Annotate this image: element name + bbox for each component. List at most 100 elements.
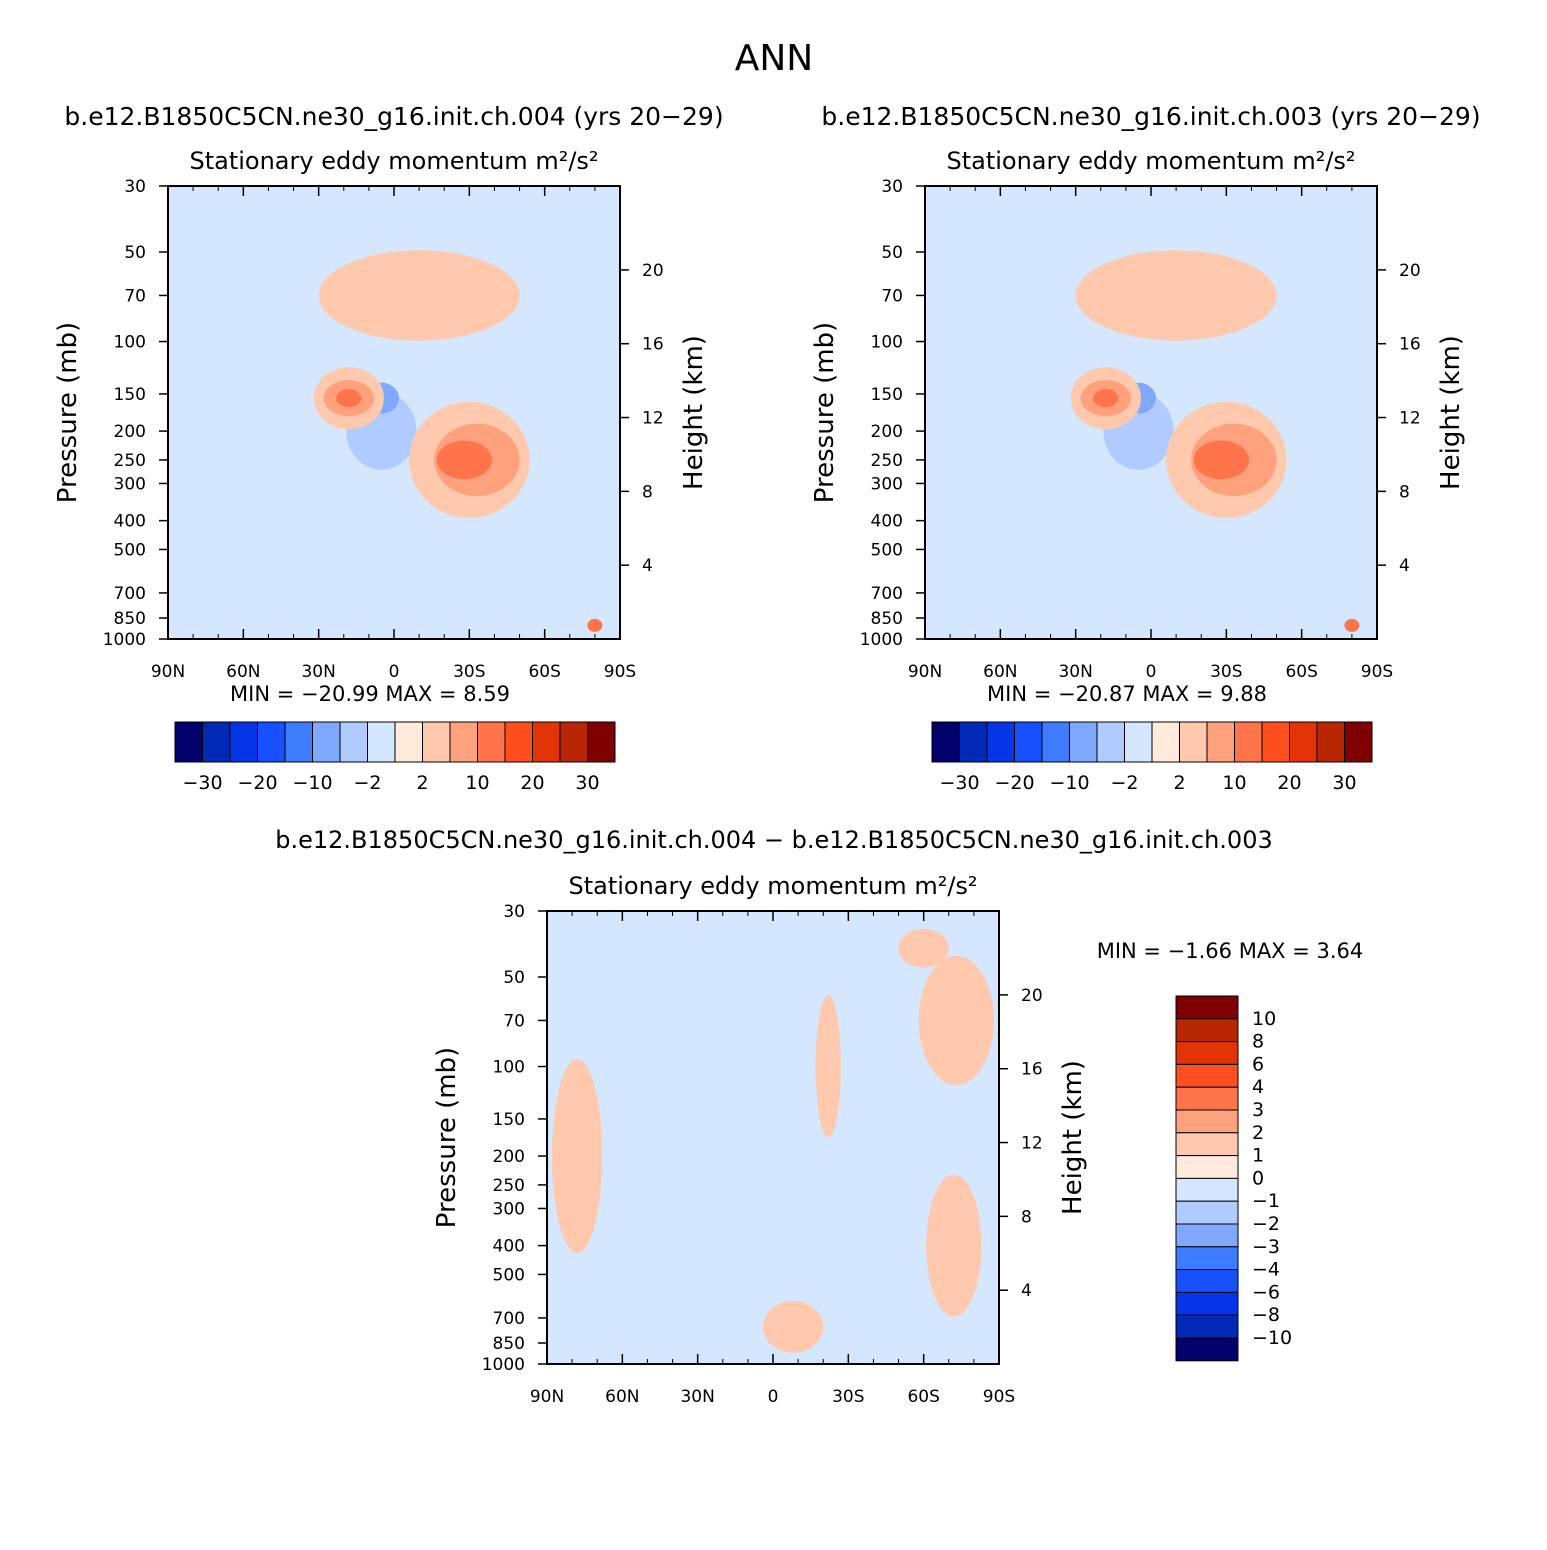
colorbar-label: −30 — [182, 772, 222, 794]
colorbar-swatch — [477, 721, 506, 763]
y-right-tick-label: 8 — [1021, 1207, 1032, 1227]
x-tick-label: 60N — [983, 662, 1017, 682]
y-tick-label: 30 — [881, 177, 903, 197]
colorbar-swatch — [1175, 1041, 1239, 1065]
y-tick-label: 200 — [871, 422, 903, 442]
y-right-tick-label: 12 — [1399, 409, 1421, 429]
plot-title: Stationary eddy momentum m²/s² — [568, 872, 977, 900]
contour-region — [1075, 250, 1277, 341]
colorbar-label: 20 — [520, 772, 544, 794]
colorbar-label: 10 — [465, 772, 489, 794]
x-tick-label: 0 — [1146, 662, 1157, 682]
colorbar-label: −2 — [1110, 772, 1138, 794]
colorbar-swatch — [1179, 721, 1208, 763]
y-axis-label: Pressure (mb) — [810, 322, 840, 503]
colorbar: −30 −20 −10 −2 2 10 20 30 — [931, 721, 1373, 794]
colorbar-label: −2 — [1252, 1213, 1280, 1235]
x-tick-label: 0 — [768, 1387, 779, 1407]
colorbar-swatch — [504, 721, 533, 763]
contour-region — [700, 1102, 721, 1168]
colorbar-swatch — [1175, 1314, 1239, 1339]
colorbar-swatch — [559, 721, 588, 763]
panels-group: b.e12.B1850C5CN.ne30_g16.init.ch.004 (yr… — [53, 102, 1481, 1407]
x-tick-label: 30S — [453, 662, 485, 682]
min-max-stats: MIN = −20.99 MAX = 8.59 — [230, 682, 510, 706]
colorbar-swatch — [1344, 721, 1373, 763]
contour-region — [815, 995, 841, 1138]
y-tick-label: 500 — [871, 540, 903, 560]
background-band — [547, 911, 999, 1364]
contour-region — [587, 618, 603, 632]
y-right-tick-label: 16 — [1399, 335, 1421, 355]
contour-region — [778, 1112, 794, 1126]
colorbar-swatch — [986, 721, 1015, 763]
y-right-axis-label: Height (km) — [1058, 1060, 1088, 1215]
y-right-tick-label: 20 — [1021, 986, 1043, 1006]
colorbar-swatch — [1175, 1018, 1239, 1043]
y-tick-label: 500 — [114, 540, 146, 560]
figure-title: ANN — [735, 38, 814, 79]
contour-field — [168, 186, 620, 639]
x-tick-label: 30S — [1210, 662, 1242, 682]
x-tick-label: 60S — [528, 662, 560, 682]
y-right-tick-label: 4 — [642, 556, 653, 576]
contour-region — [926, 1174, 982, 1317]
colorbar-swatch — [1069, 721, 1098, 763]
colorbar-label: −2 — [353, 772, 381, 794]
contour-region — [762, 1300, 824, 1353]
colorbar-swatch — [1096, 721, 1125, 763]
y-right-tick-label: 12 — [1021, 1134, 1043, 1154]
y-tick-label: 1000 — [482, 1355, 525, 1375]
colorbar-label: −10 — [1252, 1327, 1292, 1349]
contour-region — [436, 440, 492, 480]
colorbar-swatch — [1206, 721, 1235, 763]
y-tick-label: 300 — [871, 474, 903, 494]
y-right-tick-label: 8 — [642, 482, 653, 502]
contour-region — [318, 250, 520, 341]
colorbar-swatch — [587, 721, 616, 763]
colorbar-swatch — [339, 721, 368, 763]
y-right-axis-label: Height (km) — [679, 335, 709, 490]
colorbar-label: 20 — [1277, 772, 1301, 794]
y-tick-label: 400 — [114, 512, 146, 532]
y-axis-label: Pressure (mb) — [432, 1047, 462, 1228]
panel-3: Stationary eddy momentum m²/s² 90N 60N 30N 0… — [432, 872, 1363, 1407]
colorbar-swatch — [1261, 721, 1290, 763]
colorbar-swatch — [1175, 1269, 1239, 1293]
y-tick-label: 700 — [871, 584, 903, 604]
colorbar-swatch — [1175, 1109, 1239, 1134]
y-tick-label: 150 — [871, 385, 903, 405]
colorbar-swatch — [1175, 1177, 1239, 1202]
y-tick-label: 100 — [114, 333, 146, 353]
y-right-tick-label: 20 — [642, 261, 664, 281]
colorbar-label: 8 — [1252, 1031, 1264, 1053]
x-tick-label: 90S — [1361, 662, 1393, 682]
colorbar-swatch — [1124, 721, 1153, 763]
min-max-stats: MIN = −1.66 MAX = 3.64 — [1097, 939, 1364, 963]
colorbar-label: −4 — [1252, 1259, 1280, 1281]
y-right-tick-label: 16 — [642, 335, 664, 355]
colorbar-swatch — [959, 721, 988, 763]
colorbar-swatch — [1316, 721, 1345, 763]
y-tick-label: 850 — [114, 609, 146, 629]
contour-region — [1027, 448, 1049, 501]
y-tick-label: 1000 — [860, 630, 903, 650]
x-tick-label: 30N — [680, 1387, 714, 1407]
contour-region — [918, 955, 994, 1086]
colorbar-label: 2 — [1173, 772, 1185, 794]
y-tick-label: 700 — [493, 1309, 525, 1329]
x-tick-label: 0 — [389, 662, 400, 682]
colorbar-label: −30 — [939, 772, 979, 794]
colorbar-swatch — [532, 721, 561, 763]
colorbar-swatch — [1175, 1200, 1239, 1225]
x-tick-label: 90N — [908, 662, 942, 682]
y-tick-label: 400 — [493, 1237, 525, 1257]
x-tick-label: 60N — [226, 662, 260, 682]
y-tick-label: 70 — [881, 286, 903, 306]
contour-field — [925, 186, 1377, 639]
plot-title: Stationary eddy momentum m²/s² — [946, 147, 1355, 175]
y-right-tick-label: 4 — [1021, 1281, 1032, 1301]
contour-region — [898, 928, 949, 968]
x-tick-label: 60S — [1285, 662, 1317, 682]
